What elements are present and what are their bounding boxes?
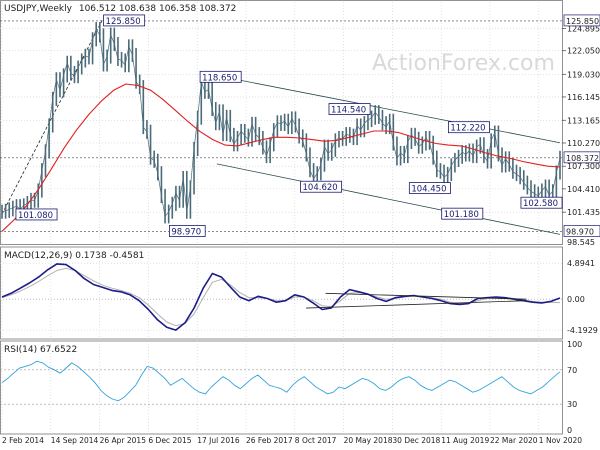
price-annotation-label: 101.080 — [18, 211, 53, 221]
macd-y-tick-label: -4.1929 — [567, 326, 598, 335]
level-tag-box — [563, 14, 600, 27]
resistance-trendline — [211, 74, 561, 144]
rsi-line — [1, 360, 561, 402]
x-tick-label: 26 Apr 2015 — [100, 436, 147, 445]
price-annotation-label: 125.850 — [106, 17, 141, 27]
macd-layer — [0, 263, 562, 331]
price-close-line — [1, 28, 561, 217]
macd-lower-trendline — [306, 300, 527, 309]
y-tick-label: 116.145 — [567, 93, 600, 102]
price-annotation-box — [441, 207, 484, 220]
rsi-panel-frame — [0, 340, 563, 435]
price-annotation-box — [520, 196, 563, 209]
macd-upper-trendline — [325, 292, 527, 300]
price-annotation-label: 114.540 — [331, 106, 366, 116]
x-tick-label: 30 Dec 2018 — [392, 436, 440, 445]
y-tick-label: 122.050 — [567, 47, 600, 56]
y-tick-label: 124.895 — [567, 24, 600, 33]
level-tag-label: 125.850 — [566, 17, 599, 26]
rsi-y-tick-label: 0 — [567, 426, 572, 435]
x-tick-label: 20 May 2018 — [344, 436, 393, 445]
price-annotation-box — [300, 180, 343, 193]
macd-panel-title: MACD(12,26,9) 0.1738 -0.4581 — [4, 251, 144, 261]
x-tick-label: 2 Feb 2014 — [2, 436, 44, 445]
price-annotation-label: 101.180 — [444, 210, 479, 220]
instrument-label: USDJPY,Weekly — [4, 4, 73, 14]
price-annotation-box — [199, 70, 242, 83]
support-trendline — [216, 163, 561, 235]
x-tick-label: 8 Oct 2017 — [295, 436, 337, 445]
price-annotation-box — [15, 208, 58, 221]
macd-y-tick-label: 4.8941 — [567, 259, 595, 268]
rsi-panel-title: RSI(14) 67.6522 — [4, 345, 77, 355]
axis-labels-layer: 2 Feb 2014 14 Sep 2014 26 Apr 2015 6 Dec 20… — [2, 14, 600, 445]
rsi-y-tick-label: 100 — [567, 340, 582, 349]
x-tick-label: 26 Feb 2017 — [246, 436, 293, 445]
price-annotation-label: 102.580 — [523, 199, 558, 209]
price-annotation-label: 112.220 — [450, 124, 485, 134]
price-annotation-box — [168, 225, 206, 237]
x-tick-label: 22 Mar 2020 — [490, 436, 538, 445]
price-annotation-label: 118.650 — [202, 73, 237, 83]
y-tick-label: 101.435 — [567, 208, 600, 217]
level-tag-box — [563, 225, 600, 237]
watermark: ActionForex.com — [372, 51, 555, 76]
price-annotation-box — [328, 103, 371, 115]
price-layer: 125.850 118.650 114.540 112.220 104.620 104.4… — [0, 14, 563, 237]
x-tick-label: 14 Sep 2014 — [51, 436, 99, 445]
x-tick-label: 11 Aug 2019 — [441, 436, 489, 445]
macd-panel-frame — [0, 246, 563, 340]
level-tag-label: 108.372 — [566, 154, 599, 163]
price-panel-title: USDJPY,Weekly 106.512 108.638 106.358 10… — [4, 4, 236, 14]
level-tag-box — [563, 151, 600, 164]
y-tick-label: 107.300 — [567, 162, 600, 171]
x-tick-label: 1 Nov 2020 — [539, 436, 582, 445]
price-panel-frame — [0, 0, 563, 245]
y-tick-label: 104.410 — [567, 185, 600, 194]
macd-line — [1, 263, 561, 331]
price-annotation-box — [103, 14, 146, 27]
price-annotation-box — [408, 182, 451, 194]
y-tick-label: 98.545 — [567, 238, 595, 247]
macd-y-tick-label: 0.00 — [567, 295, 585, 304]
level-tag-label: 98.970 — [566, 227, 594, 236]
y-tick-label: 110.270 — [567, 139, 600, 148]
y-tick-label: 119.030 — [567, 70, 600, 79]
moving-average-line — [1, 83, 561, 232]
rsi-y-tick-label: 70 — [567, 366, 577, 375]
ohlc-values: 106.512 108.638 106.358 108.372 — [79, 4, 236, 14]
rsi-y-tick-label: 30 — [567, 400, 577, 409]
price-annotation-label: 98.970 — [171, 227, 201, 237]
macd-signal-line — [1, 267, 561, 327]
x-tick-label: 17 Jul 2016 — [197, 436, 240, 445]
rsi-layer — [1, 360, 561, 402]
x-tick-label: 6 Dec 2015 — [148, 436, 191, 445]
price-annotation-box — [447, 121, 490, 134]
price-annotation-label: 104.620 — [303, 183, 338, 193]
price-annotation-label: 104.450 — [411, 185, 446, 195]
y-tick-label: 113.165 — [567, 116, 600, 125]
